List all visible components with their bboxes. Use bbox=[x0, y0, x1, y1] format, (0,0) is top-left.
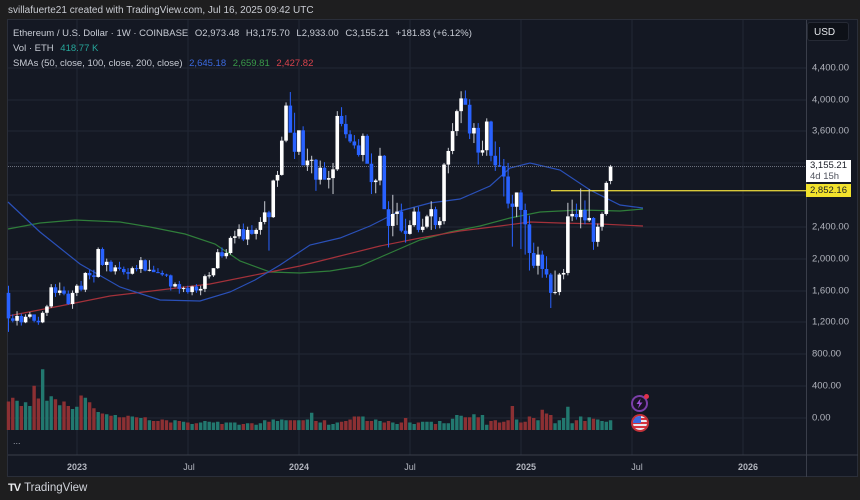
last-price-tag: 3,155.21 4d 15h bbox=[806, 160, 851, 182]
currency-button[interactable]: USD bbox=[807, 22, 849, 41]
price-tick: 1,600.00 bbox=[812, 285, 849, 297]
tradingview-logo-icon: TV bbox=[8, 482, 21, 494]
sma100-value: 2,659.81 bbox=[232, 58, 270, 69]
price-tick: 2,400.00 bbox=[812, 221, 849, 233]
symbol-title[interactable]: Ethereum / U.S. Dollar · 1W · COINBASE bbox=[13, 28, 189, 39]
time-tick: 2023 bbox=[66, 462, 88, 472]
news-event-icon[interactable] bbox=[631, 394, 649, 412]
sma200-value: 2,427.82 bbox=[276, 58, 314, 69]
time-tick: 2025 bbox=[515, 462, 537, 472]
ohlc-high: H3,175.70 bbox=[245, 28, 290, 39]
economic-event-us-flag-icon[interactable] bbox=[631, 414, 649, 432]
time-tick: 2024 bbox=[288, 462, 310, 472]
ohlc-open: O2,973.48 bbox=[194, 28, 240, 39]
price-tick: 2,000.00 bbox=[812, 253, 849, 265]
time-tick: Jul bbox=[404, 462, 416, 472]
ohlc-low: L2,933.00 bbox=[296, 28, 339, 39]
lightning-icon bbox=[636, 398, 643, 409]
sma50-value: 2,645.18 bbox=[189, 58, 227, 69]
price-tick: 800.00 bbox=[812, 348, 842, 360]
price-tick: 1,200.00 bbox=[812, 316, 849, 328]
symbol-row[interactable]: Ethereum / U.S. Dollar · 1W · COINBASE O… bbox=[13, 26, 476, 41]
time-tick: Jul bbox=[183, 462, 195, 472]
sma-row[interactable]: SMAs (50, close, 100, close, 200, close)… bbox=[13, 56, 476, 71]
price-tick: 3,600.00 bbox=[812, 125, 849, 137]
horizontal-level-tag: 2,852.16 bbox=[806, 184, 851, 197]
ohlc-change: +181.83 (+6.12%) bbox=[395, 28, 472, 39]
price-tick: 0.00 bbox=[812, 412, 831, 424]
collapsed-indicators-toggle[interactable]: ... bbox=[13, 436, 21, 446]
price-tick: 4,000.00 bbox=[812, 94, 849, 106]
brand-name: TradingView bbox=[24, 482, 88, 494]
chart-credit: svillafuerte21 created with TradingView.… bbox=[8, 5, 314, 16]
volume-value: 418.77 K bbox=[60, 43, 99, 54]
volume-label: Vol · ETH bbox=[13, 43, 54, 54]
chart-panel[interactable] bbox=[7, 19, 858, 477]
time-tick: 2026 bbox=[737, 462, 759, 472]
sma-label: SMAs (50, close, 100, close, 200, close) bbox=[13, 58, 183, 69]
chart-legend: Ethereum / U.S. Dollar · 1W · COINBASE O… bbox=[13, 26, 476, 71]
volume-row[interactable]: Vol · ETH 418.77 K bbox=[13, 41, 476, 56]
price-tick: 4,400.00 bbox=[812, 62, 849, 74]
last-price-value: 3,155.21 bbox=[810, 160, 847, 171]
time-tick: Jul bbox=[631, 462, 643, 472]
bar-countdown: 4d 15h bbox=[810, 170, 840, 182]
ohlc-close: C3,155.21 bbox=[345, 28, 390, 39]
tradingview-brand[interactable]: TV TradingView bbox=[8, 482, 87, 494]
price-tick: 400.00 bbox=[812, 380, 842, 392]
